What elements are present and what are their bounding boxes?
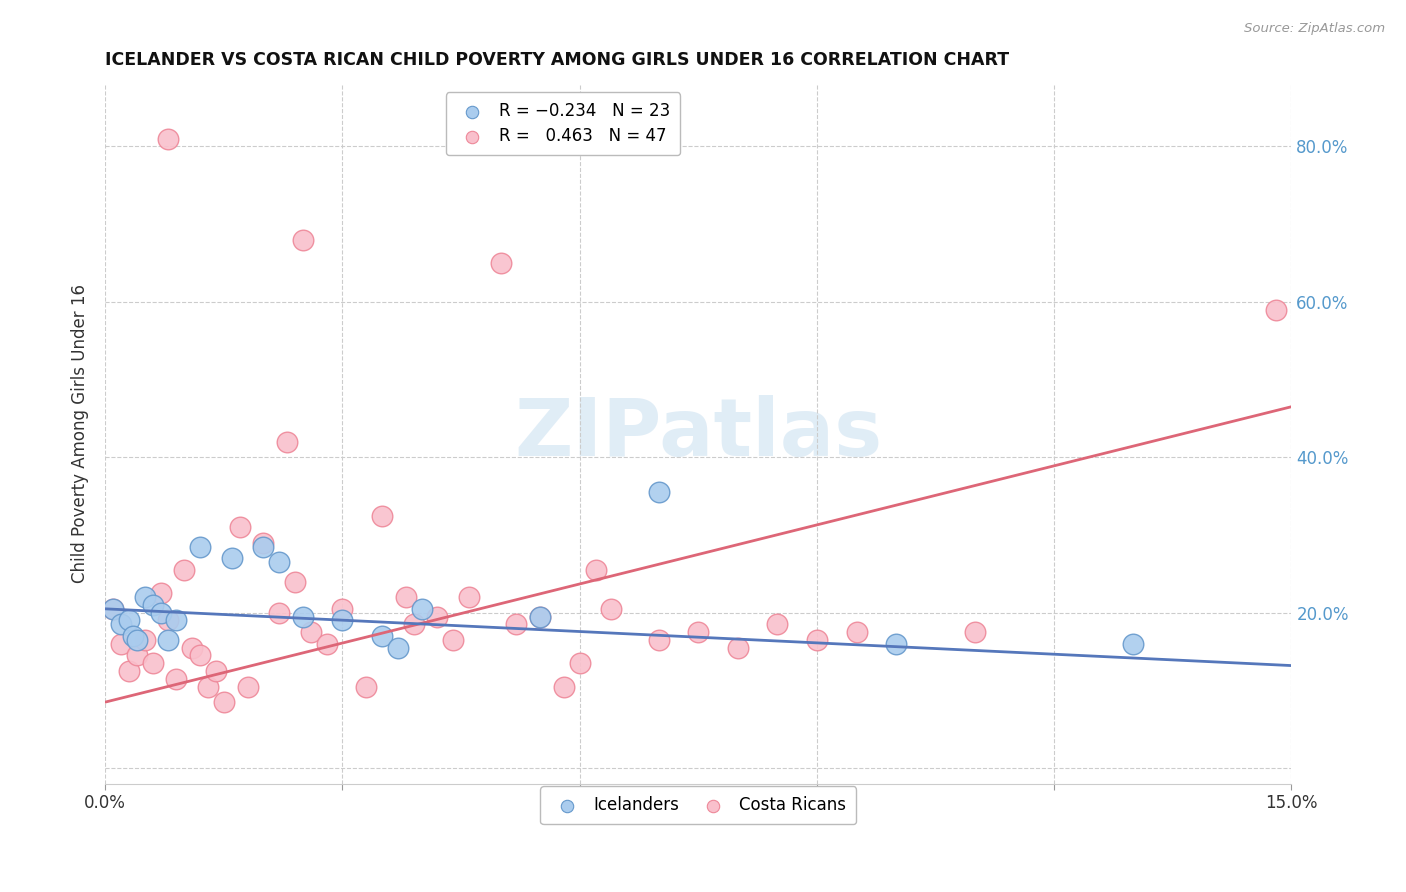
Point [766,617,789,632]
Point [149,606,172,620]
Point [157,131,180,145]
Point [110,617,132,632]
Point [236,680,259,694]
Point [101,602,124,616]
Point [806,632,828,647]
Text: Source: ZipAtlas.com: Source: ZipAtlas.com [1244,22,1385,36]
Point [648,632,671,647]
Point [332,614,354,628]
Point [212,695,235,709]
Point [387,640,409,655]
Point [157,632,180,647]
Point [489,256,512,270]
Point [1122,637,1144,651]
Point [197,680,219,694]
Point [228,520,250,534]
Point [188,540,211,554]
Point [125,632,148,647]
Point [252,540,274,554]
Point [276,434,298,449]
Point [727,640,749,655]
Point [134,632,156,647]
Point [458,590,481,604]
Point [426,609,449,624]
Point [441,632,464,647]
Legend: Icelanders, Costa Ricans: Icelanders, Costa Ricans [540,787,856,824]
Point [553,680,575,694]
Point [173,563,195,577]
Point [221,551,243,566]
Point [291,609,314,624]
Point [648,485,671,500]
Point [299,625,322,640]
Point [269,555,291,569]
Point [110,637,132,651]
Point [252,535,274,549]
Point [142,657,165,671]
Point [165,614,187,628]
Point [965,625,987,640]
Point [411,602,433,616]
Point [529,609,551,624]
Point [118,614,141,628]
Point [165,672,187,686]
Point [884,637,907,651]
Point [395,590,418,604]
Point [122,629,145,643]
Point [1264,302,1286,317]
Point [188,648,211,663]
Point [332,602,354,616]
Point [354,680,377,694]
Point [134,590,156,604]
Point [205,664,228,678]
Point [142,598,165,612]
Point [149,586,172,600]
Point [157,614,180,628]
Point [371,508,394,523]
Point [688,625,710,640]
Text: ZIPatlas: ZIPatlas [515,395,883,473]
Point [291,233,314,247]
Point [101,602,124,616]
Text: ICELANDER VS COSTA RICAN CHILD POVERTY AMONG GIRLS UNDER 16 CORRELATION CHART: ICELANDER VS COSTA RICAN CHILD POVERTY A… [105,51,1010,69]
Point [845,625,868,640]
Point [118,664,141,678]
Point [529,609,551,624]
Point [284,574,307,589]
Point [600,602,623,616]
Y-axis label: Child Poverty Among Girls Under 16: Child Poverty Among Girls Under 16 [72,285,89,583]
Point [181,640,204,655]
Point [402,617,425,632]
Point [568,657,591,671]
Point [585,563,607,577]
Point [505,617,527,632]
Point [315,637,337,651]
Point [371,629,394,643]
Point [269,606,291,620]
Point [125,648,148,663]
